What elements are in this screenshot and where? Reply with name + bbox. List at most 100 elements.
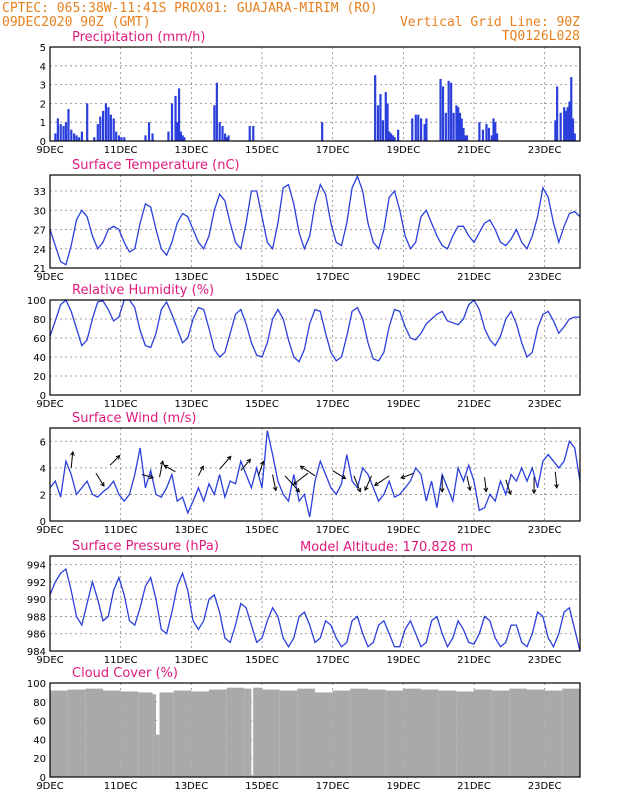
cloud-cover-bar	[562, 688, 580, 777]
cloud-cover-bar	[50, 690, 68, 777]
cloud-cover-bar	[191, 691, 209, 777]
cloud-cover-bar	[297, 688, 315, 777]
humidity-xtick-label: 15DEC	[245, 399, 279, 410]
precipitation-bar	[556, 86, 559, 141]
precipitation-bar	[75, 135, 78, 141]
precipitation-bar	[465, 135, 469, 141]
precipitation-bar	[70, 129, 73, 141]
precipitation-bar	[102, 110, 105, 141]
precipitation-bar	[86, 103, 89, 141]
precipitation-bar	[225, 137, 228, 141]
precipitation-bar	[213, 105, 216, 141]
cloud-cover-bar	[403, 688, 421, 777]
humidity-xtick-label: 17DEC	[316, 399, 350, 410]
precipitation-bar	[462, 127, 465, 141]
wind-xtick-label: 23DEC	[528, 525, 562, 536]
precipitation-bar	[144, 135, 147, 141]
humidity-ytick-label: 40	[33, 353, 46, 364]
wind-arrow	[554, 471, 558, 488]
wind-arrow-head	[272, 486, 278, 492]
precipitation-bar	[439, 78, 442, 141]
humidity-ytick-label: 60	[33, 334, 46, 345]
pressure-xtick-label: 21DEC	[457, 655, 491, 666]
wind-arrow	[284, 475, 300, 493]
wind-xtick-label: 9DEC	[36, 525, 63, 536]
wind-arrow	[141, 474, 154, 479]
wind-arrow	[466, 475, 471, 491]
precipitation-bar	[570, 77, 573, 141]
temperature-xtick-label: 23DEC	[528, 272, 562, 283]
cloud-cover-xtick-label: 21DEC	[457, 781, 491, 792]
wind-title: Surface Wind (m/s)	[72, 411, 196, 426]
precipitation-xtick-label: 11DEC	[104, 145, 138, 156]
precipitation-bar	[104, 103, 108, 141]
precipitation-bar	[417, 114, 420, 141]
precipitation-bar	[221, 125, 224, 141]
temperature-ytick-label: 30	[33, 206, 46, 217]
cloud-cover-bar	[209, 689, 227, 777]
wind-arrow-head	[292, 480, 298, 486]
cloud-cover-frame	[49, 682, 581, 778]
precipitation-xtick-label: 19DEC	[386, 145, 420, 156]
temperature-series-line	[49, 174, 581, 266]
precipitation-bar	[223, 133, 227, 141]
humidity-xtick-label: 9DEC	[36, 399, 63, 410]
wind-arrow	[505, 479, 512, 495]
cloud-cover-title: Cloud Cover (%)	[72, 666, 178, 681]
wind-arrow	[353, 475, 361, 493]
precipitation-bar	[73, 133, 76, 141]
cloud-cover-panel: 9DEC 11DEC 13DEC 15DEC 17DEC 19DEC 21DEC 23DEC 0…	[27, 666, 581, 792]
precipitation-bar	[460, 118, 463, 141]
cloud-cover-xtick-label: 17DEC	[316, 781, 350, 792]
wind-arrow-head	[295, 487, 301, 493]
precipitation-bar	[559, 112, 562, 141]
pressure-xtick-label: 17DEC	[316, 655, 350, 666]
wind-arrow	[293, 472, 309, 485]
precipitation-bar	[447, 80, 450, 141]
cloud-cover-bar	[156, 734, 160, 777]
temperature-panel: 9DEC 11DEC 13DEC 15DEC 17DEC 19DEC 21DEC 23DEC 2…	[33, 158, 581, 283]
wind-arrow	[70, 451, 74, 468]
precipitation-title: Precipitation (mm/h)	[72, 30, 205, 45]
precipitation-bar	[414, 114, 417, 141]
wind-arrow	[272, 474, 277, 491]
wind-arrow	[364, 475, 372, 491]
pressure-ytick-label: 990	[27, 595, 46, 606]
cloud-cover-bar	[350, 688, 368, 777]
precipitation-bar	[563, 107, 566, 141]
wind-xtick-label: 13DEC	[174, 525, 208, 536]
precipitation-panel: 9DEC 11DEC 13DEC 15DEC 17DEC 19DEC 21DEC 23DEC 0…	[36, 30, 581, 156]
cloud-cover-xtick-label: 9DEC	[36, 781, 63, 792]
cloud-cover-bar	[249, 688, 252, 777]
pressure-ytick-label: 984	[27, 647, 46, 658]
precipitation-bar	[554, 120, 557, 141]
wind-arrow-head	[364, 486, 369, 492]
wind-arrow-head	[507, 490, 512, 496]
precipitation-frame	[49, 46, 581, 142]
pressure-xtick-label: 23DEC	[528, 655, 562, 666]
cloud-cover-xtick-label: 23DEC	[528, 781, 562, 792]
precipitation-bar	[183, 137, 186, 141]
humidity-title: Relative Humidity (%)	[72, 283, 214, 298]
cloud-cover-xtick-label: 13DEC	[174, 781, 208, 792]
pressure-ytick-label: 986	[27, 630, 46, 641]
humidity-series-line	[49, 298, 580, 363]
wind-xtick-label: 17DEC	[316, 525, 350, 536]
temperature-ytick-label: 33	[33, 187, 46, 198]
wind-arrow	[163, 465, 176, 473]
cloud-cover-ytick-label: 100	[27, 679, 46, 690]
precipitation-bar	[564, 110, 568, 141]
precipitation-bar	[457, 107, 460, 141]
precipitation-bar	[112, 118, 115, 141]
humidity-xtick-label: 11DEC	[104, 399, 138, 410]
cloud-cover-bar	[421, 689, 439, 777]
wind-series-line	[49, 430, 581, 518]
wind-xtick-label: 21DEC	[457, 525, 491, 536]
temperature-xtick-label: 13DEC	[174, 272, 208, 283]
wind-xtick-label: 15DEC	[245, 525, 279, 536]
wind-arrow-head	[467, 486, 472, 492]
pressure-ytick-label: 988	[27, 612, 46, 623]
precipitation-bar	[218, 122, 221, 141]
humidity-xtick-label: 23DEC	[528, 399, 562, 410]
precipitation-bar	[452, 112, 455, 141]
